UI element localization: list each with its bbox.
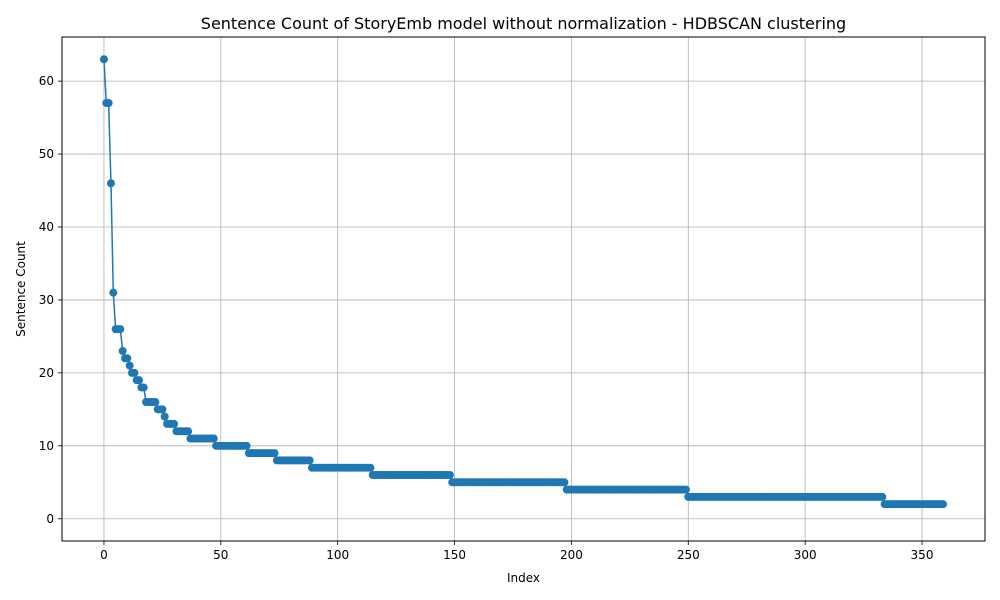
data-point (209, 434, 218, 443)
data-point (123, 354, 132, 363)
y-axis-title: Sentence Count (14, 241, 28, 337)
data-point (118, 347, 127, 355)
data-point (109, 288, 118, 297)
data-point (560, 478, 569, 487)
x-tick-label: 150 (443, 548, 466, 562)
data-point (135, 376, 144, 385)
data-point (939, 500, 948, 509)
data-point (681, 485, 690, 494)
data-point (130, 368, 139, 377)
data-point (366, 463, 375, 472)
x-tick-label: 350 (911, 548, 934, 562)
data-point (139, 383, 148, 392)
y-tick-label: 20 (39, 366, 54, 380)
data-point (305, 456, 314, 465)
y-axis-ticks: 0 10 20 30 40 50 60 (39, 74, 62, 526)
y-tick-label: 60 (39, 74, 54, 88)
data-point (125, 361, 134, 370)
x-tick-label: 50 (213, 548, 228, 562)
data-point (445, 470, 454, 479)
x-tick-label: 0 (100, 548, 108, 562)
data-point (99, 55, 108, 64)
data-point (170, 419, 179, 428)
y-tick-label: 10 (39, 439, 54, 453)
plot-area-frame (61, 36, 986, 542)
y-tick-label: 50 (39, 147, 54, 161)
chart-title: Sentence Count of StoryEmb model without… (201, 14, 846, 33)
x-axis-title: Index (507, 571, 540, 585)
y-tick-label: 0 (46, 512, 54, 526)
data-point (184, 427, 193, 436)
data-point (242, 441, 251, 450)
x-tick-label: 100 (326, 548, 349, 562)
data-point (270, 449, 279, 458)
series-layer (99, 55, 948, 509)
x-tick-label: 300 (794, 548, 817, 562)
y-tick-label: 30 (39, 293, 54, 307)
grid-lines (62, 37, 985, 541)
x-axis-ticks: 0 50 100 150 200 250 300 350 (100, 541, 933, 562)
data-point (116, 325, 125, 334)
y-tick-label: 40 (39, 220, 54, 234)
data-point (160, 412, 169, 421)
x-tick-label: 250 (677, 548, 700, 562)
data-point (158, 405, 167, 414)
x-tick-label: 200 (560, 548, 583, 562)
data-point (106, 179, 115, 188)
data-point (104, 99, 113, 108)
data-point (878, 492, 887, 501)
data-point (151, 398, 160, 407)
